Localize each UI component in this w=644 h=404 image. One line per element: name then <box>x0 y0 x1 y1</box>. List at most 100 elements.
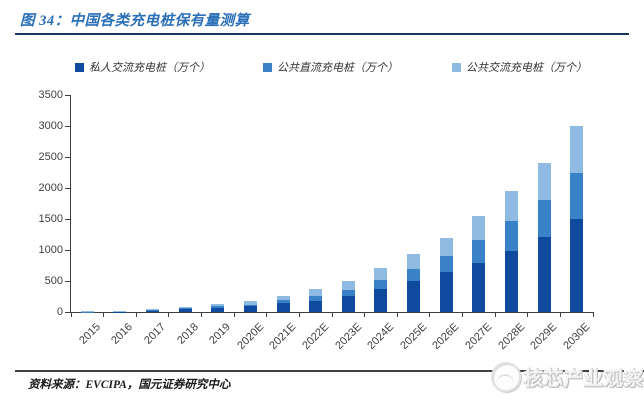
bar-segment-private-ac <box>570 219 584 312</box>
bar-segment-private-ac <box>178 309 192 312</box>
bar-segment-public-dc <box>309 295 323 301</box>
x-tick <box>135 312 137 317</box>
x-tick <box>494 312 496 317</box>
bar-segment-public-ac <box>211 304 225 307</box>
x-tick <box>396 312 398 317</box>
x-axis-labels: 2015 2016 2017 2018 2019 2020E 2021E 2022E 2023E… <box>70 315 592 360</box>
bar-segment-private-ac <box>243 306 257 312</box>
x-tick <box>168 312 170 317</box>
bar-segment-public-ac <box>504 191 518 222</box>
y-axis-label: 3000 <box>38 119 63 132</box>
bar-segment-public-ac <box>341 280 355 290</box>
bar-segment-public-dc <box>472 240 486 264</box>
bar-segment-public-ac <box>309 289 323 296</box>
bar-segment-public-dc <box>374 280 388 289</box>
bar-segment-public-ac <box>570 126 584 173</box>
y-tick <box>65 311 71 313</box>
source-note: 资料来源：EVCIPA，国元证券研究中心 <box>28 379 231 391</box>
x-tick <box>70 312 72 317</box>
bar-segment-public-ac <box>439 237 453 256</box>
legend-swatch-public-ac-icon <box>452 62 461 72</box>
bar-segment-private-ac <box>504 250 518 312</box>
bar-segment-public-ac <box>146 309 160 311</box>
bar-segment-public-dc <box>537 200 551 237</box>
chart-legend: 私人交流充电桩（万个） 公共直流充电桩（万个） 公共交流充电桩（万个） <box>0 59 644 75</box>
x-axis-label: 2016 <box>109 321 136 347</box>
x-axis-label: 2017 <box>142 321 169 347</box>
bar-segment-public-ac <box>113 310 127 312</box>
bar-segment-private-ac <box>211 307 225 312</box>
y-axis-label: 500 <box>44 274 63 287</box>
bar-segment-public-ac <box>178 307 192 309</box>
x-tick <box>462 312 463 317</box>
legend-swatch-public-dc-icon <box>263 62 272 72</box>
legend-label-public-dc: 公共直流充电桩（万个） <box>277 62 398 74</box>
x-tick <box>364 312 366 317</box>
bar-segment-public-ac <box>407 254 421 269</box>
bar-segment-public-dc <box>211 306 225 308</box>
x-tick <box>201 312 202 317</box>
bar-segment-private-ac <box>472 263 486 312</box>
watermark-logo-icon <box>491 362 521 392</box>
y-axis-label: 2000 <box>38 181 63 194</box>
legend-swatch-private-ac-icon <box>75 62 84 72</box>
bar-segment-public-dc <box>243 304 257 307</box>
bar-segment-private-ac <box>146 310 160 312</box>
legend-item-private-ac: 私人交流充电桩（万个） <box>75 59 210 75</box>
bar-segment-public-ac <box>276 296 290 301</box>
bar-segment-public-ac <box>243 301 257 305</box>
watermark: 核芯产业观察 <box>487 356 644 398</box>
x-axis-label: 2018 <box>174 321 201 347</box>
plot-area: 0 500 1000 1500 2000 2500 3000 3500 <box>39 89 594 317</box>
x-tick <box>331 312 333 317</box>
bar-segment-public-dc <box>407 268 421 282</box>
x-tick <box>592 312 594 317</box>
bar-segment-public-ac <box>472 215 486 241</box>
x-axis-label: 2030E <box>561 321 593 352</box>
bar-segment-private-ac <box>407 281 421 312</box>
title-divider <box>15 33 629 35</box>
y-tick <box>65 249 71 251</box>
y-tick <box>65 125 71 127</box>
footer-divider <box>15 370 644 372</box>
x-axis-label: 2023E <box>332 321 364 352</box>
y-axis-label: 3500 <box>38 88 63 101</box>
y-tick <box>65 280 71 282</box>
x-tick <box>266 312 268 317</box>
y-tick <box>65 156 71 158</box>
x-tick <box>559 312 561 317</box>
bar-segment-public-dc <box>504 221 518 251</box>
y-tick <box>65 187 71 189</box>
y-axis-label: 1000 <box>38 243 63 256</box>
x-axis-label: 2021E <box>267 321 299 352</box>
x-axis-label: 2020E <box>234 321 266 352</box>
bar-segment-public-dc <box>276 300 290 304</box>
legend-item-public-ac: 公共交流充电桩（万个） <box>452 59 587 75</box>
legend-item-public-dc: 公共直流充电桩（万个） <box>263 59 398 75</box>
bar-segment-private-ac <box>374 288 388 312</box>
x-axis-label: 2029E <box>528 321 560 352</box>
y-axis-label: 2500 <box>38 150 63 163</box>
bar-segment-public-dc <box>341 289 355 296</box>
x-tick <box>429 312 431 317</box>
bar-segment-public-dc <box>439 255 453 273</box>
bar-segment-public-dc <box>570 172 584 219</box>
x-axis-label: 2028E <box>495 321 527 352</box>
legend-label-private-ac: 私人交流充电桩（万个） <box>89 62 210 74</box>
x-axis-label: 2022E <box>300 321 332 352</box>
bar-segment-private-ac <box>537 236 551 312</box>
x-tick <box>233 312 235 317</box>
x-axis-label: 2019 <box>207 321 234 347</box>
legend-label-public-ac: 公共交流充电桩（万个） <box>466 62 587 74</box>
bar-segment-private-ac <box>341 295 355 312</box>
bar-segment-public-ac <box>537 163 551 201</box>
x-tick <box>527 312 529 317</box>
y-axis-label: 1500 <box>38 212 63 225</box>
bar-segment-public-dc <box>178 308 192 310</box>
x-tick <box>298 312 300 317</box>
y-tick <box>65 218 71 220</box>
x-axis-label: 2025E <box>398 321 430 352</box>
x-axis-label: 2027E <box>463 321 495 352</box>
x-axis-label: 2026E <box>430 321 462 352</box>
